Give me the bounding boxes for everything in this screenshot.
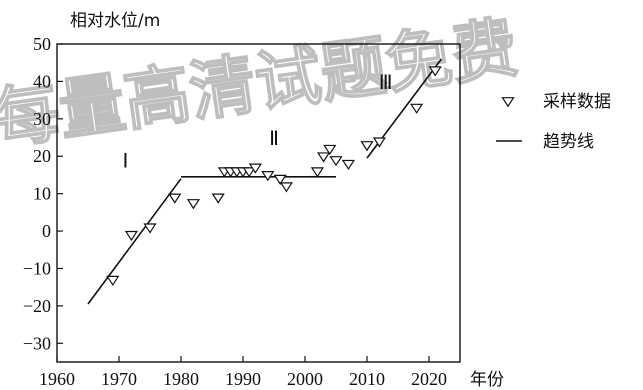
legend-marker-triangle — [501, 97, 515, 108]
segment-label: Ⅰ — [122, 150, 128, 172]
y-axis-label: 相对水位/m — [70, 11, 160, 31]
watermark: 每量高清试题免费 — [0, 9, 522, 159]
x-tick-label: 2010 — [349, 369, 385, 389]
sample-point — [248, 163, 263, 174]
x-tick-label: 2000 — [287, 369, 323, 389]
y-ticks: −30 −20 −10 0 10 20 30 40 50 — [23, 34, 63, 353]
y-tick-label: 20 — [33, 146, 51, 166]
sample-point — [279, 182, 294, 193]
sample-point — [360, 141, 374, 152]
legend-label-trend: 趋势线 — [543, 132, 594, 152]
sample-point — [372, 137, 387, 148]
y-tick-label: 40 — [33, 71, 51, 91]
x-ticks: 1960 1970 1980 1990 2000 2010 2020 — [39, 356, 447, 389]
sample-point — [329, 156, 343, 167]
y-tick-label: 50 — [33, 34, 51, 54]
segment-label: Ⅲ — [379, 72, 393, 94]
y-tick-label: −20 — [23, 296, 51, 316]
sample-point — [261, 171, 275, 182]
sample-point — [428, 66, 442, 77]
sample-point — [124, 230, 139, 242]
sample-point — [310, 167, 325, 178]
sample-point — [341, 159, 356, 171]
sample-point — [273, 174, 287, 186]
x-tick-label: 1980 — [163, 369, 199, 389]
x-tick-label: 1960 — [39, 369, 75, 389]
legend-label-samples: 采样数据 — [543, 92, 611, 112]
sample-point — [409, 103, 424, 114]
y-tick-label: 30 — [33, 109, 51, 129]
x-tick-label: 1990 — [225, 369, 261, 389]
plot-frame — [56, 43, 461, 363]
sample-point — [143, 223, 157, 234]
sample-points — [106, 66, 442, 287]
sample-point — [242, 167, 256, 178]
x-axis-label: 年份 — [470, 370, 504, 390]
sample-point — [168, 193, 182, 204]
sample-point — [186, 199, 201, 210]
y-tick-label: −30 — [23, 333, 51, 353]
y-tick-label: −10 — [23, 258, 51, 278]
sample-point — [323, 144, 337, 156]
x-tick-label: 1970 — [101, 369, 137, 389]
sample-point — [106, 275, 120, 287]
y-tick-label: 0 — [42, 221, 51, 241]
sample-point — [211, 193, 225, 204]
sample-point — [316, 152, 331, 163]
trend-segment — [87, 178, 182, 305]
y-tick-label: 10 — [33, 184, 51, 204]
segment-label: Ⅱ — [269, 128, 279, 150]
x-tick-label: 2020 — [411, 369, 447, 389]
